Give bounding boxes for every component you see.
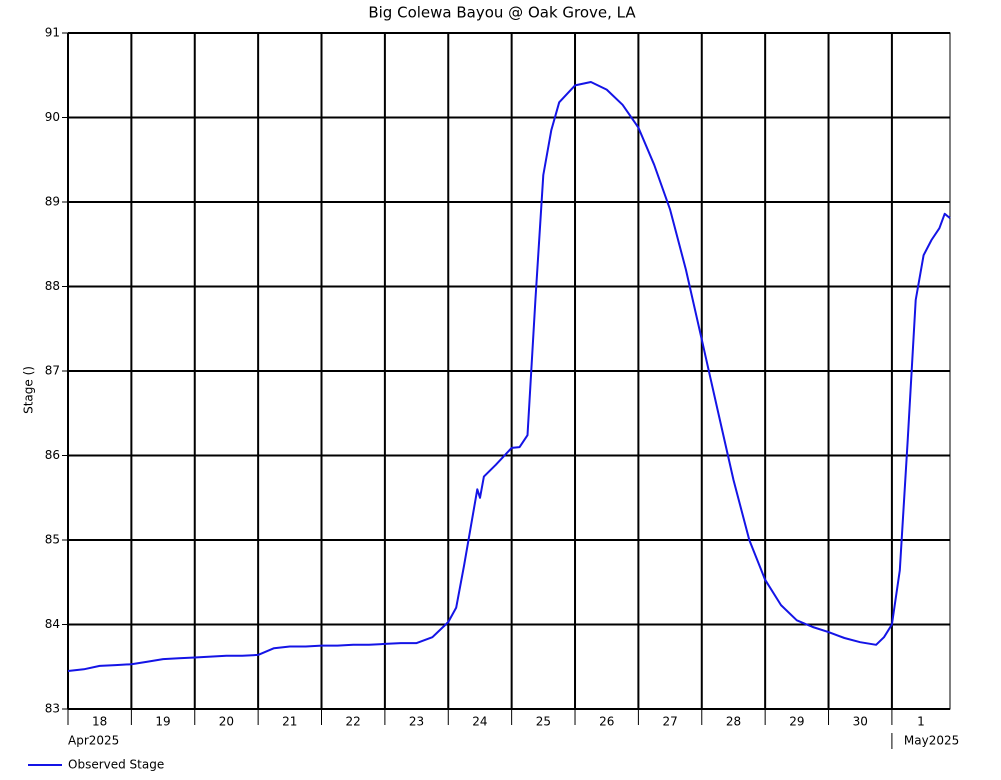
x-tick-label: 19 bbox=[155, 715, 170, 729]
x-tick-label: 1 bbox=[917, 715, 925, 729]
y-axis-label: Stage () bbox=[22, 366, 36, 414]
y-tick-label: 83 bbox=[45, 702, 60, 716]
data-line bbox=[67, 81, 951, 672]
y-tick-label: 90 bbox=[45, 110, 60, 124]
x-tick-label: 22 bbox=[346, 715, 361, 729]
y-tick-label: 91 bbox=[45, 26, 60, 40]
y-tick-label: 84 bbox=[45, 617, 60, 631]
x-tick-label: 29 bbox=[789, 715, 804, 729]
month-label: Apr2025 bbox=[68, 734, 119, 748]
y-tick-label: 86 bbox=[45, 448, 60, 462]
x-tick-label: 26 bbox=[599, 715, 614, 729]
x-tick-label: 24 bbox=[472, 715, 487, 729]
y-tick-label: 85 bbox=[45, 533, 60, 547]
chart-title: Big Colewa Bayou @ Oak Grove, LA bbox=[368, 4, 636, 22]
y-tick-label: 87 bbox=[45, 364, 60, 378]
x-tick-label: 20 bbox=[219, 715, 234, 729]
y-tick-label: 89 bbox=[45, 195, 60, 209]
x-tick-label: 30 bbox=[853, 715, 868, 729]
plot-border bbox=[67, 32, 951, 710]
x-tick-label: 21 bbox=[282, 715, 297, 729]
x-tick-label: 23 bbox=[409, 715, 424, 729]
y-tick-label: 88 bbox=[45, 279, 60, 293]
month-label: May2025 bbox=[904, 734, 959, 748]
x-tick-label: 27 bbox=[662, 715, 677, 729]
x-tick-label: 18 bbox=[92, 715, 107, 729]
x-tick-label: 25 bbox=[536, 715, 551, 729]
x-tick-label: 28 bbox=[726, 715, 741, 729]
legend-label: Observed Stage bbox=[68, 758, 164, 772]
